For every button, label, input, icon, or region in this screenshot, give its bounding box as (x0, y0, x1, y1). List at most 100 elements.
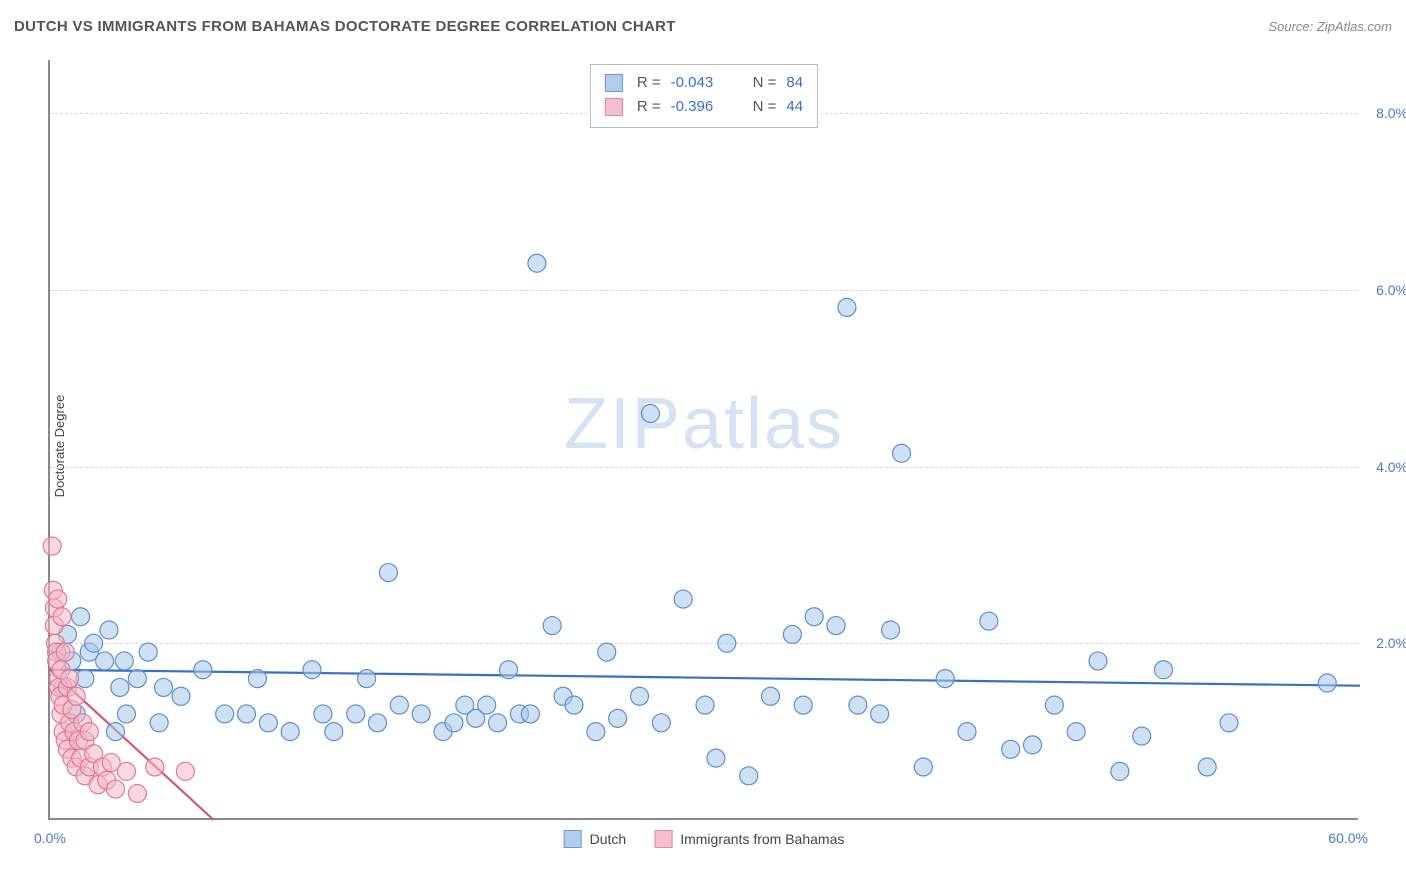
correlation-legend: R =-0.043N =84R =-0.396N =44 (590, 64, 818, 128)
y-tick-label: 4.0% (1362, 459, 1406, 475)
data-point-dutch (155, 678, 173, 696)
data-point-dutch (707, 749, 725, 767)
data-point-dutch (1220, 714, 1238, 732)
data-point-dutch (783, 625, 801, 643)
data-point-bahamas (107, 780, 125, 798)
r-label: R = (637, 71, 661, 95)
data-point-bahamas (49, 590, 67, 608)
data-point-dutch (1198, 758, 1216, 776)
data-point-dutch (631, 687, 649, 705)
data-point-dutch (489, 714, 507, 732)
data-point-dutch (827, 617, 845, 635)
source-prefix: Source: (1268, 19, 1316, 34)
data-point-dutch (838, 298, 856, 316)
data-point-bahamas (176, 762, 194, 780)
series-name-bahamas: Immigrants from Bahamas (680, 831, 844, 847)
legend-swatch-bahamas (605, 98, 623, 116)
data-point-dutch (248, 670, 266, 688)
data-point-dutch (1024, 736, 1042, 754)
data-point-dutch (740, 767, 758, 785)
series-legend: Dutch Immigrants from Bahamas (564, 830, 845, 848)
data-point-bahamas (56, 643, 74, 661)
data-point-dutch (150, 714, 168, 732)
x-axis-max-label: 60.0% (1328, 830, 1368, 846)
y-tick-label: 2.0% (1362, 635, 1406, 651)
r-value-bahamas: -0.396 (671, 95, 731, 119)
data-point-dutch (1045, 696, 1063, 714)
series-name-dutch: Dutch (590, 831, 627, 847)
legend-swatch-dutch (605, 74, 623, 92)
data-point-dutch (696, 696, 714, 714)
data-point-dutch (641, 404, 659, 422)
data-point-bahamas (61, 670, 79, 688)
data-point-dutch (914, 758, 932, 776)
data-point-bahamas (43, 537, 61, 555)
data-point-dutch (521, 705, 539, 723)
data-point-dutch (216, 705, 234, 723)
data-point-dutch (445, 714, 463, 732)
series-legend-item-dutch: Dutch (564, 830, 627, 848)
data-point-dutch (96, 652, 114, 670)
r-value-dutch: -0.043 (671, 71, 731, 95)
data-point-dutch (379, 564, 397, 582)
data-point-dutch (958, 723, 976, 741)
data-point-dutch (652, 714, 670, 732)
data-point-dutch (598, 643, 616, 661)
data-point-dutch (893, 444, 911, 462)
legend-swatch-bahamas (654, 830, 672, 848)
n-label: N = (753, 95, 777, 119)
data-point-dutch (194, 661, 212, 679)
data-point-dutch (1089, 652, 1107, 670)
data-point-dutch (1133, 727, 1151, 745)
y-tick-label: 8.0% (1362, 105, 1406, 121)
scatter-plot-area: ZIPatlas 2.0%4.0%6.0%8.0% R =-0.043N =84… (48, 60, 1358, 820)
data-point-dutch (238, 705, 256, 723)
data-point-dutch (325, 723, 343, 741)
data-point-dutch (543, 617, 561, 635)
x-axis-min-label: 0.0% (34, 830, 66, 846)
data-point-dutch (107, 723, 125, 741)
data-point-dutch (358, 670, 376, 688)
data-point-bahamas (117, 762, 135, 780)
chart-svg (50, 60, 1358, 818)
series-legend-item-bahamas: Immigrants from Bahamas (654, 830, 844, 848)
data-point-bahamas (53, 608, 71, 626)
data-point-dutch (281, 723, 299, 741)
data-point-dutch (139, 643, 157, 661)
data-point-dutch (609, 709, 627, 727)
data-point-dutch (1002, 740, 1020, 758)
legend-row-dutch: R = -0.043 N = 84 (605, 71, 803, 95)
data-point-dutch (1111, 762, 1129, 780)
data-point-dutch (347, 705, 365, 723)
data-point-dutch (478, 696, 496, 714)
data-point-dutch (172, 687, 190, 705)
data-point-bahamas (146, 758, 164, 776)
data-point-dutch (303, 661, 321, 679)
data-point-dutch (314, 705, 332, 723)
data-point-dutch (762, 687, 780, 705)
source-name: ZipAtlas.com (1317, 19, 1392, 34)
data-point-dutch (805, 608, 823, 626)
data-point-dutch (100, 621, 118, 639)
title-bar: DUTCH VS IMMIGRANTS FROM BAHAMAS DOCTORA… (14, 18, 1392, 35)
data-point-dutch (674, 590, 692, 608)
data-point-dutch (390, 696, 408, 714)
data-point-dutch (111, 678, 129, 696)
data-point-dutch (871, 705, 889, 723)
chart-title: DUTCH VS IMMIGRANTS FROM BAHAMAS DOCTORA… (14, 18, 676, 35)
data-point-dutch (1067, 723, 1085, 741)
n-value-dutch: 84 (786, 71, 803, 95)
data-point-bahamas (67, 687, 85, 705)
r-label: R = (637, 95, 661, 119)
data-point-dutch (500, 661, 518, 679)
data-point-dutch (128, 670, 146, 688)
data-point-dutch (587, 723, 605, 741)
legend-swatch-dutch (564, 830, 582, 848)
data-point-dutch (849, 696, 867, 714)
data-point-dutch (936, 670, 954, 688)
n-label: N = (753, 71, 777, 95)
data-point-dutch (72, 608, 90, 626)
data-point-dutch (369, 714, 387, 732)
data-point-dutch (115, 652, 133, 670)
data-point-dutch (1155, 661, 1173, 679)
